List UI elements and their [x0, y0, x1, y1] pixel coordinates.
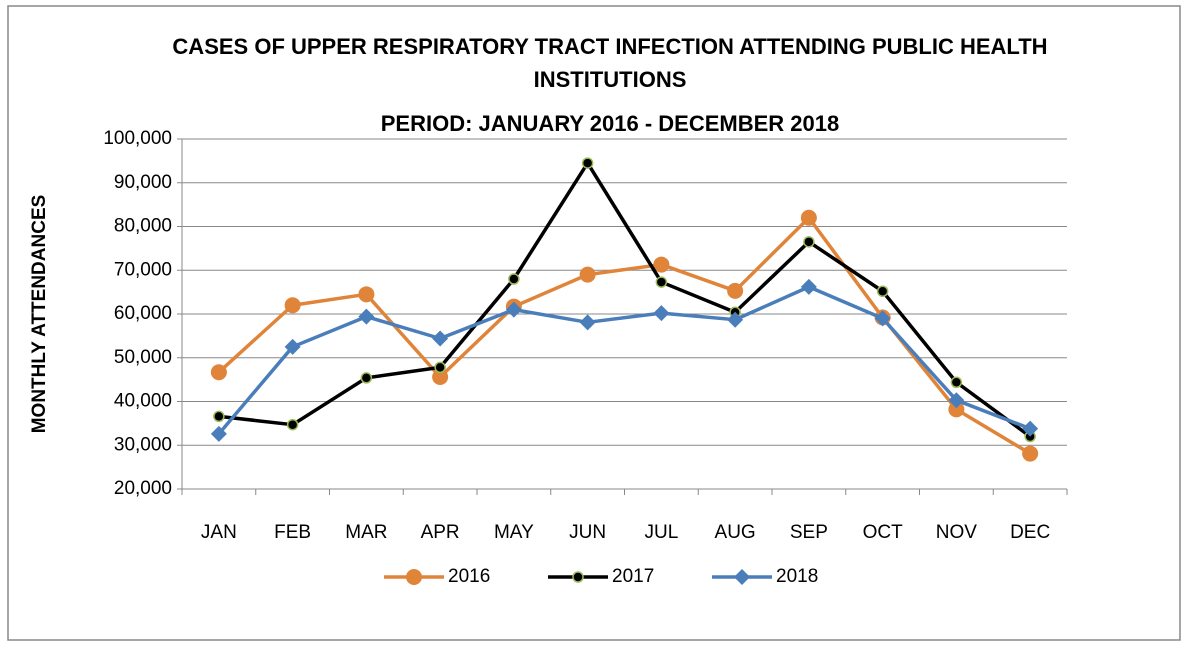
y-tick-label: 80,000	[114, 216, 172, 237]
y-tick-label: 30,000	[114, 434, 172, 455]
point	[579, 314, 596, 331]
series-line	[218, 161, 1032, 438]
point	[210, 425, 227, 442]
point	[210, 364, 227, 381]
point	[286, 418, 299, 431]
legend-marker	[734, 569, 750, 585]
point	[284, 297, 301, 314]
point	[800, 209, 817, 226]
y-tick-label: 100,000	[103, 128, 172, 149]
y-tick-label: 50,000	[114, 347, 172, 368]
point	[434, 361, 446, 374]
x-tick-label: APR	[421, 522, 460, 543]
x-tick-label: NOV	[936, 522, 978, 543]
point	[653, 305, 670, 322]
x-tick-label: SEP	[790, 522, 828, 543]
point	[948, 392, 965, 409]
point	[950, 376, 963, 388]
x-tick-label: OCT	[863, 522, 904, 543]
y-tick-label: 40,000	[114, 391, 172, 412]
point	[358, 308, 375, 325]
point	[727, 311, 744, 328]
point	[505, 301, 522, 318]
x-tick-label: AUG	[715, 522, 756, 543]
point	[948, 401, 965, 418]
point	[213, 410, 225, 423]
point	[803, 236, 815, 248]
point	[1022, 420, 1039, 437]
chart-title: CASES OF UPPER RESPIRATORY TRACT INFECTI…	[172, 34, 1048, 92]
point	[874, 310, 891, 327]
x-tick-label: JUN	[569, 522, 606, 543]
point	[360, 372, 373, 384]
point	[581, 157, 594, 169]
point	[508, 273, 520, 285]
series-line	[217, 285, 1031, 436]
point	[1022, 445, 1039, 462]
point	[579, 266, 596, 283]
point	[358, 286, 375, 303]
y-axis-label: MONTHLY ATTENDANCES	[29, 195, 50, 434]
point	[800, 278, 817, 295]
point	[432, 330, 449, 347]
x-tick-label: JUL	[644, 522, 678, 543]
y-tick-label: 60,000	[114, 303, 172, 324]
chart-subtitle: PERIOD: JANUARY 2016 - DECEMBER 2018	[380, 111, 840, 136]
point	[284, 338, 301, 355]
x-tick-label: DEC	[1010, 522, 1050, 543]
legend-marker	[572, 571, 584, 583]
point	[653, 256, 670, 273]
y-tick-label: 20,000	[114, 478, 172, 499]
x-tick-label: JAN	[201, 522, 237, 543]
x-tick-label: MAR	[345, 522, 387, 543]
y-tick-label: 90,000	[114, 172, 172, 193]
point	[876, 285, 889, 297]
x-tick-label: MAY	[494, 522, 534, 543]
legend-marker	[406, 569, 422, 585]
legend-label: 2018	[776, 566, 818, 587]
point	[727, 282, 744, 299]
legend-label: 2016	[448, 566, 490, 587]
point	[432, 369, 449, 385]
x-tick-label: FEB	[274, 522, 311, 543]
point	[655, 276, 668, 288]
y-tick-label: 70,000	[114, 259, 172, 280]
legend-label: 2017	[612, 566, 654, 587]
